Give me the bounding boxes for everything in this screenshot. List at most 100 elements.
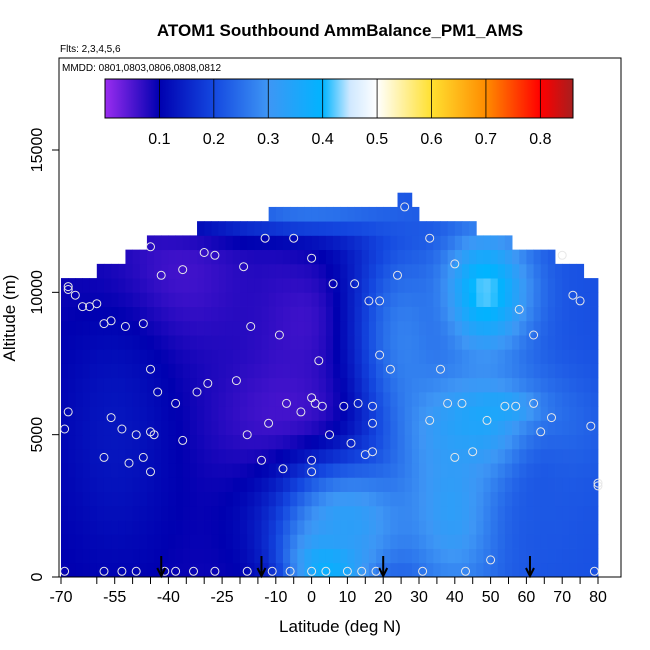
heatmap-cell xyxy=(182,320,191,336)
heatmap-cell xyxy=(390,292,398,307)
heatmap-cell xyxy=(461,406,470,421)
heatmap-cell xyxy=(404,278,413,293)
heatmap-cell xyxy=(268,292,277,307)
heatmap-cell xyxy=(368,477,377,492)
heatmap-cell xyxy=(590,562,599,578)
colorbar-tick-label: 0.3 xyxy=(257,131,279,148)
heatmap-cell xyxy=(175,235,184,251)
heatmap-cell xyxy=(397,448,406,464)
heatmap-cell xyxy=(461,292,470,307)
heatmap-cell xyxy=(533,406,542,421)
heatmap-cell xyxy=(426,534,434,549)
heatmap-cell xyxy=(555,335,563,350)
heatmap-cell xyxy=(540,520,549,535)
x-axis: -70 -55 -40 -25 -10 0 10 20 30 40 50 60 70 80 xyxy=(49,576,607,606)
heatmap-cell xyxy=(175,406,184,421)
heatmap-cell xyxy=(562,263,570,279)
heatmap-cell xyxy=(232,263,241,279)
heatmap-cell xyxy=(368,534,377,549)
heatmap-cell xyxy=(483,406,491,421)
heatmap-cell xyxy=(189,278,198,293)
heatmap-cell xyxy=(261,363,270,379)
heatmap-cell xyxy=(354,448,363,464)
observation-point xyxy=(264,418,274,428)
observation-point xyxy=(425,233,435,243)
heatmap-cell xyxy=(411,448,420,464)
heatmap-cell xyxy=(397,463,406,478)
heatmap-cell xyxy=(454,548,463,564)
heatmap-cell xyxy=(247,349,255,364)
heatmap-cell xyxy=(461,278,470,293)
chart-title: ATOM1 Southbound AmmBalance_PM1_AMS xyxy=(157,21,523,40)
heatmap-cell xyxy=(189,249,198,265)
heatmap-cell xyxy=(483,448,491,464)
heatmap-cell xyxy=(240,505,248,521)
heatmap-cell xyxy=(318,221,327,236)
heatmap-cell xyxy=(497,363,506,379)
heatmap-cell xyxy=(547,534,556,549)
observation-point xyxy=(153,387,163,397)
heatmap-cell xyxy=(533,320,542,336)
heatmap-cell xyxy=(404,335,413,350)
heatmap-cell xyxy=(247,463,255,478)
heatmap-cell xyxy=(368,249,377,265)
heatmap-cell xyxy=(404,192,413,208)
heatmap-cell xyxy=(555,448,563,464)
heatmap-cell xyxy=(240,406,248,421)
heatmap-cell xyxy=(154,520,162,535)
heatmap-cell xyxy=(240,249,248,265)
heatmap-cell xyxy=(275,363,284,379)
heatmap-cell xyxy=(218,477,227,492)
heatmap-cell xyxy=(204,534,212,549)
heatmap-cell xyxy=(182,335,191,350)
heatmap-cell xyxy=(125,363,133,379)
heatmap-cell xyxy=(89,306,98,322)
heatmap-cell xyxy=(576,263,585,279)
heatmap-cell xyxy=(325,292,334,307)
heatmap-cell xyxy=(540,491,549,507)
heatmap-cell xyxy=(368,520,377,535)
heatmap-cell xyxy=(590,534,599,549)
heatmap-cell xyxy=(555,391,563,407)
heatmap-cell xyxy=(361,278,370,293)
heatmap-cell xyxy=(490,548,499,564)
heatmap-cell xyxy=(168,477,176,492)
heatmap-cell xyxy=(383,335,391,350)
heatmap-cell xyxy=(497,534,506,549)
heatmap-cell xyxy=(447,235,456,251)
heatmap-cell xyxy=(411,292,420,307)
heatmap-cell xyxy=(411,420,420,436)
heatmap-cell xyxy=(197,278,205,293)
heatmap-cell xyxy=(533,377,542,393)
heatmap-cell xyxy=(247,377,255,393)
heatmap-cell xyxy=(132,520,141,535)
observation-point xyxy=(156,270,166,280)
heatmap-cell xyxy=(75,448,83,464)
heatmap-cell xyxy=(576,420,585,436)
heatmap-cell xyxy=(211,534,219,549)
heatmap-cell xyxy=(189,548,198,564)
heatmap-cell xyxy=(304,349,312,364)
heatmap-cell xyxy=(96,406,105,421)
heatmap-cell xyxy=(526,377,534,393)
observation-point xyxy=(328,279,338,289)
heatmap-cell xyxy=(304,335,312,350)
observation-point xyxy=(307,455,317,465)
heatmap-cell xyxy=(576,278,585,293)
heatmap-cell xyxy=(161,463,169,478)
observation-point xyxy=(171,398,181,408)
heatmap-cell xyxy=(404,391,413,407)
heatmap-cell xyxy=(562,505,570,521)
heatmap-cell xyxy=(447,534,456,549)
x-tick-label: 0 xyxy=(307,589,316,606)
heatmap-cell xyxy=(197,235,205,251)
heatmap-cell xyxy=(254,505,262,521)
heatmap-cell xyxy=(354,520,363,535)
heatmap-cell xyxy=(333,420,341,436)
heatmap-cell xyxy=(512,263,520,279)
heatmap-cell xyxy=(218,235,227,251)
heatmap-cell xyxy=(89,420,98,436)
heatmap-cell xyxy=(433,306,441,322)
heatmap-cell xyxy=(447,263,456,279)
heatmap-cell xyxy=(146,349,155,364)
